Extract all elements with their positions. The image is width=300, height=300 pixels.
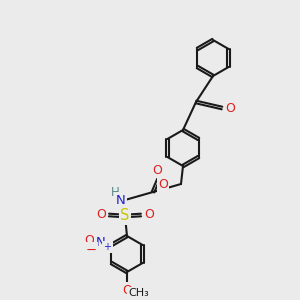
Text: S: S — [120, 208, 130, 224]
Text: +: + — [103, 242, 111, 252]
Text: O: O — [144, 208, 154, 221]
Text: CH₃: CH₃ — [129, 288, 149, 298]
Text: O: O — [122, 284, 132, 296]
Text: O: O — [158, 178, 168, 191]
Text: N: N — [95, 236, 105, 250]
Text: O: O — [85, 235, 94, 248]
Text: −: − — [86, 244, 97, 256]
Text: N: N — [116, 194, 126, 206]
Text: O: O — [225, 101, 235, 115]
Text: O: O — [96, 208, 106, 221]
Text: O: O — [152, 164, 162, 176]
Text: H: H — [111, 187, 119, 200]
